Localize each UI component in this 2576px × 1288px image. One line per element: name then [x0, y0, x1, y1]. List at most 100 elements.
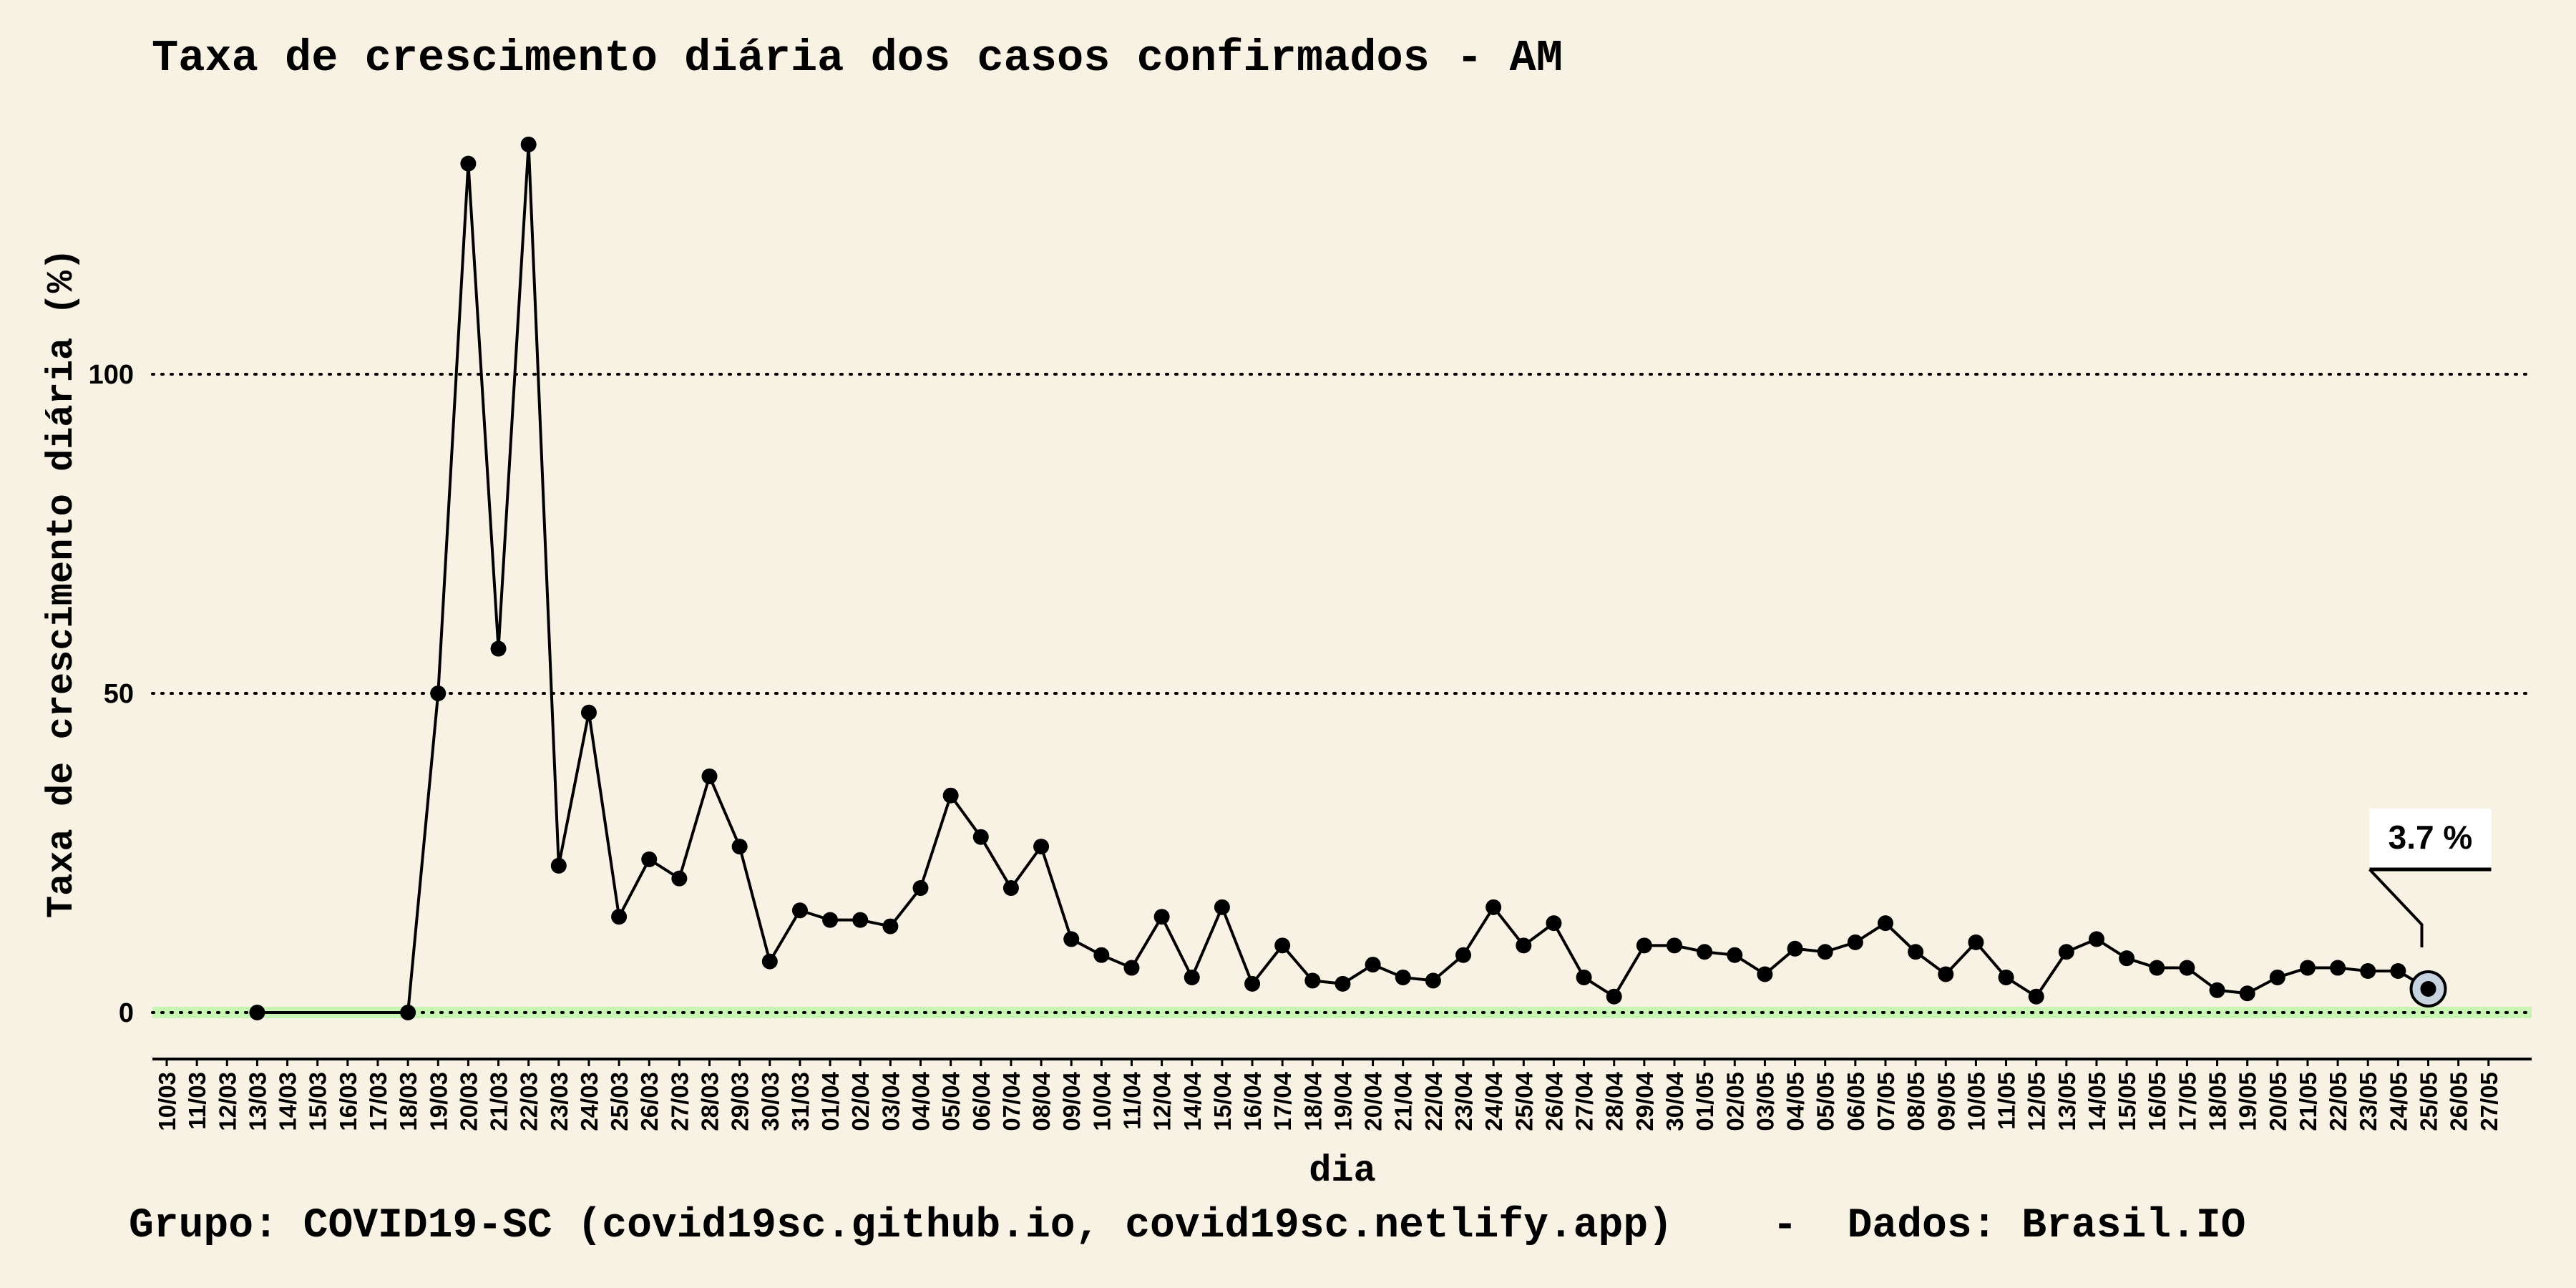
data-point [2360, 963, 2376, 980]
data-point [2269, 969, 2285, 985]
x-tick-label: 28/04 [1601, 1071, 1628, 1131]
x-axis-label: dia [1309, 1150, 1376, 1192]
data-point [761, 953, 778, 970]
data-point [2149, 960, 2165, 976]
x-tick-label: 17/03 [365, 1072, 391, 1131]
x-tick-label: 07/05 [1873, 1072, 1899, 1131]
x-tick-label: 20/03 [455, 1072, 482, 1131]
grid-layer [151, 373, 2533, 1018]
data-point [731, 839, 748, 855]
x-tick-label: 02/05 [1722, 1072, 1748, 1131]
x-tick-label: 16/03 [335, 1072, 361, 1131]
x-tick-label: 06/05 [1843, 1072, 1869, 1131]
x-tick-label: 20/05 [2265, 1072, 2291, 1131]
x-tick-label: 30/04 [1662, 1071, 1688, 1131]
x-tick-label: 08/04 [1028, 1071, 1055, 1131]
x-tick-label: 26/05 [2446, 1072, 2472, 1131]
x-tick-label: 28/03 [697, 1072, 723, 1131]
x-tick-label: 06/04 [968, 1071, 995, 1131]
x-tick-label: 23/04 [1450, 1071, 1477, 1131]
x-tick-label: 16/05 [2144, 1072, 2170, 1131]
x-tick-label: 19/04 [1330, 1071, 1356, 1131]
data-point [1998, 969, 2014, 985]
x-tick-label: 14/05 [2084, 1072, 2110, 1131]
x-tick-label: 25/03 [606, 1072, 633, 1131]
data-point [942, 787, 959, 804]
data-point [1153, 909, 1170, 925]
data-point [791, 902, 808, 919]
data-point [1757, 966, 1773, 982]
data-point [1968, 934, 1984, 950]
data-point [1093, 947, 1110, 963]
data-point [671, 870, 688, 887]
x-tick-label: 14/03 [275, 1072, 301, 1131]
data-point [1908, 944, 1924, 960]
data-point [972, 829, 989, 845]
x-tick-label: 11/04 [1118, 1071, 1145, 1129]
y-tick-label: 50 [104, 679, 134, 709]
x-tick-label: 10/05 [1963, 1072, 1989, 1131]
data-point [1335, 975, 1351, 992]
x-tick-label: 30/03 [757, 1072, 784, 1131]
data-point [641, 851, 658, 867]
data-point [882, 918, 899, 935]
y-axis-label: Taxa de crescimento diária (%) [41, 248, 83, 918]
x-tick-label: 22/04 [1420, 1071, 1447, 1131]
data-point [1787, 940, 1803, 957]
data-point [1002, 880, 1019, 897]
x-tick-label: 27/05 [2476, 1072, 2502, 1131]
data-point [2088, 931, 2104, 947]
data-point [249, 1005, 265, 1020]
annotation-layer: 3.7 % [2368, 808, 2492, 1008]
x-tick-label: 03/04 [877, 1071, 904, 1131]
data-point [1516, 937, 1532, 954]
data-point [1546, 915, 1562, 932]
x-tick-label: 08/05 [1903, 1072, 1929, 1131]
x-tick-label: 25/05 [2416, 1072, 2442, 1131]
data-point [1817, 944, 1833, 960]
data-point [2390, 963, 2406, 980]
x-tick-label: 04/05 [1782, 1072, 1809, 1131]
x-tick-label: 20/04 [1360, 1071, 1387, 1131]
data-point [430, 686, 447, 701]
chart-title: Taxa de crescimento diária dos casos con… [152, 33, 1563, 84]
x-tick-label: 12/05 [2024, 1072, 2050, 1131]
data-point [550, 857, 567, 874]
data-point [520, 136, 537, 152]
x-tick-label: 15/03 [305, 1072, 331, 1131]
data-point [1033, 839, 1050, 855]
x-tick-label: 17/04 [1269, 1071, 1296, 1131]
data-point [1123, 960, 1140, 976]
data-point [1063, 931, 1080, 947]
x-tick-label: 22/03 [516, 1072, 542, 1131]
data-point [1877, 915, 1893, 932]
x-tick-label: 19/05 [2235, 1072, 2261, 1131]
x-tick-label: 10/03 [154, 1072, 180, 1131]
x-tick-label: 03/05 [1752, 1072, 1778, 1131]
x-tick-label: 24/04 [1480, 1071, 1507, 1131]
x-tick-label: 01/04 [817, 1071, 844, 1131]
data-point [1697, 944, 1713, 960]
y-tick-label: 0 [119, 998, 134, 1028]
x-tick-label: 05/04 [938, 1071, 965, 1131]
x-tick-label: 13/05 [2054, 1072, 2080, 1131]
data-point [1727, 947, 1743, 963]
x-tick-label: 13/03 [244, 1072, 270, 1131]
x-tick-label: 09/05 [1933, 1072, 1959, 1131]
data-point [2209, 982, 2225, 998]
highlighted-point [2420, 980, 2436, 997]
x-tick-label: 21/04 [1390, 1071, 1417, 1131]
data-point [1847, 934, 1863, 950]
x-tick-label: 24/05 [2385, 1072, 2411, 1131]
x-tick-label: 05/05 [1813, 1072, 1839, 1131]
x-tick-label: 01/05 [1692, 1072, 1718, 1131]
x-tick-label: 24/03 [576, 1072, 602, 1131]
x-tick-label: 23/03 [546, 1072, 572, 1131]
data-point [1184, 969, 1200, 985]
x-tick-label: 11/03 [184, 1072, 210, 1130]
x-tick-label: 29/03 [727, 1072, 753, 1131]
x-tick-label: 12/04 [1149, 1071, 1176, 1131]
x-tick-label: 18/05 [2205, 1072, 2231, 1131]
